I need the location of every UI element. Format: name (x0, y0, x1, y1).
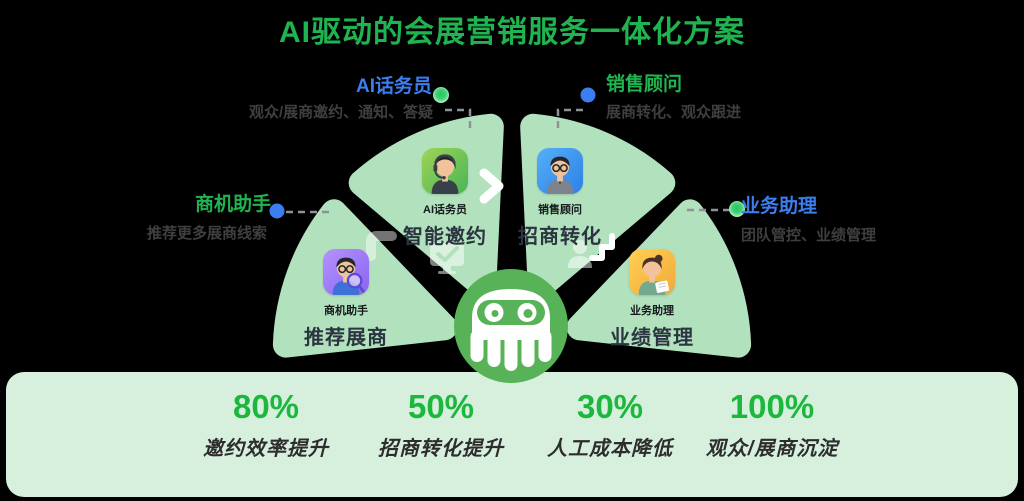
callout-label-xiaoshou: 销售顾问 (606, 74, 683, 95)
stat-value: 50% (407, 388, 475, 425)
dot-blue-left (269, 203, 285, 219)
stat-value: 100% (729, 388, 815, 425)
callout-connectors (286, 108, 730, 214)
stat-cost-reduction: 30% 人工成本降低 (495, 388, 725, 461)
sales-consultant-avatar-icon (537, 148, 583, 194)
callout-desc-xiaoshou: 展商转化、观众跟进 (606, 104, 742, 121)
petal-feature: 推荐展商 (304, 327, 388, 349)
bent-arrow-watermark-icon (366, 231, 397, 261)
dot-blue-top-right (580, 87, 596, 103)
connector-top-left (445, 108, 472, 128)
monitor-check-watermark-icon (430, 242, 464, 274)
stat-conversion: 50% 招商转化提升 (326, 388, 556, 461)
page-title: AI驱动的会展营销服务一体化方案 (279, 16, 745, 49)
petal-role: AI话务员 (423, 204, 467, 216)
callout-label-shangji: 商机助手 (195, 194, 272, 215)
petal-content-xiaoshou: 销售顾问 招商转化 (485, 148, 635, 249)
octopus-mascot-icon (454, 269, 568, 383)
stat-invite-efficiency: 80% 邀约效率提升 (151, 388, 381, 461)
petal-role: 商机助手 (324, 305, 368, 317)
business-assistant-avatar-icon (629, 249, 675, 295)
petal-feature: 业绩管理 (610, 327, 694, 349)
stats-bar (6, 372, 1018, 497)
dot-green-top-left (433, 87, 449, 103)
petal-feature: 智能邀约 (403, 226, 487, 248)
person-watermark-icon (568, 240, 592, 268)
callout-label-huawuyuan: AI话务员 (356, 76, 433, 97)
petal-watermarks (366, 231, 615, 274)
petal-content-huawuyuan: AI话务员 智能邀约 (370, 148, 520, 249)
petal-content-yewu: 业务助理 业绩管理 (577, 249, 727, 350)
chevron-right-icon (479, 168, 504, 204)
stat-retention: 100% 观众/展商沉淀 (657, 388, 887, 461)
headset-agent-avatar-icon (422, 148, 468, 194)
petal-role: 业务助理 (630, 305, 674, 317)
magnifier-man-avatar-icon (323, 249, 369, 295)
step-arrow-icon (589, 233, 615, 261)
connector-top-right (556, 108, 583, 128)
stat-label: 观众/展商沉淀 (705, 438, 839, 460)
callout-desc-shangji: 推荐更多展商线索 (147, 225, 268, 242)
stat-label: 邀约效率提升 (203, 438, 329, 460)
callout-desc-huawuyuan: 观众/展商邀约、通知、答疑 (249, 104, 434, 121)
petal-content-shangji: 商机助手 推荐展商 (271, 249, 421, 350)
petal-feature: 招商转化 (518, 226, 602, 248)
petal-role: 销售顾问 (538, 204, 582, 216)
stat-value: 80% (232, 388, 300, 425)
callout-desc-yewu: 团队管控、业绩管理 (741, 227, 877, 244)
stat-label: 人工成本降低 (547, 438, 673, 460)
dot-green-right (729, 201, 745, 217)
stat-value: 30% (576, 388, 644, 425)
stat-label: 招商转化提升 (378, 438, 504, 460)
callout-label-yewu: 业务助理 (741, 196, 818, 217)
